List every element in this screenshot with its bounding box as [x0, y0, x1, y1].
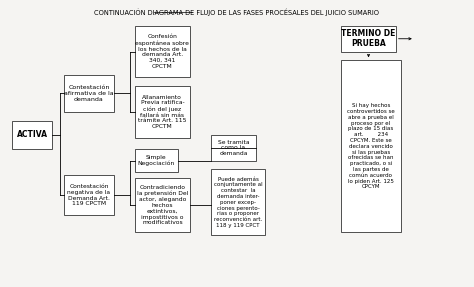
Bar: [135, 86, 190, 138]
Bar: [135, 149, 178, 172]
Bar: [135, 26, 190, 77]
Bar: [64, 75, 114, 112]
Bar: [341, 60, 401, 232]
Text: Se tramita
como la
demanda: Se tramita como la demanda: [218, 139, 249, 156]
Bar: [135, 178, 190, 232]
Text: Contradiciendo
la pretensión Del
actor, alegando
hechos
extintivos,
impostitivos: Contradiciendo la pretensión Del actor, …: [137, 185, 188, 225]
Text: Puede además
conjuntamente al
contestar  la
demanda inter-
poner excep-
ciones p: Puede además conjuntamente al contestar …: [214, 177, 263, 228]
Text: TERMINO DE
PRUEBA: TERMINO DE PRUEBA: [341, 29, 396, 49]
Bar: [64, 175, 114, 215]
Text: ACTIVA: ACTIVA: [17, 130, 47, 139]
Text: Contestación
afirmativa de la
demanda: Contestación afirmativa de la demanda: [64, 85, 114, 102]
Text: Confesión
espontánea sobre
los hechos de la
demanda Art.
340, 341
CPCTM: Confesión espontánea sobre los hechos de…: [136, 34, 189, 69]
Text: CONTINUACIÓN DIAGRAMA DE FLUJO DE LAS FASES PROCÉSALES DEL JUICIO SUMARIO: CONTINUACIÓN DIAGRAMA DE FLUJO DE LAS FA…: [94, 9, 380, 16]
Bar: [211, 135, 256, 161]
Text: Si hay hechos
controvertidos se
abre a prueba el
proceso por el
plazo de 15 dias: Si hay hechos controvertidos se abre a p…: [347, 103, 395, 189]
Bar: [12, 121, 52, 149]
Text: Allanamiento
Previa ratifica-
ción del juez
fallará sin más
trámite Art. 115
CPC: Allanamiento Previa ratifica- ción del j…: [138, 95, 187, 129]
Bar: [341, 26, 396, 52]
Bar: [211, 169, 265, 235]
Text: Contestación
negativa de la
Demanda Art.
119 CPCTM: Contestación negativa de la Demanda Art.…: [67, 184, 110, 206]
Text: Simple
Negociación: Simple Negociación: [138, 155, 175, 166]
